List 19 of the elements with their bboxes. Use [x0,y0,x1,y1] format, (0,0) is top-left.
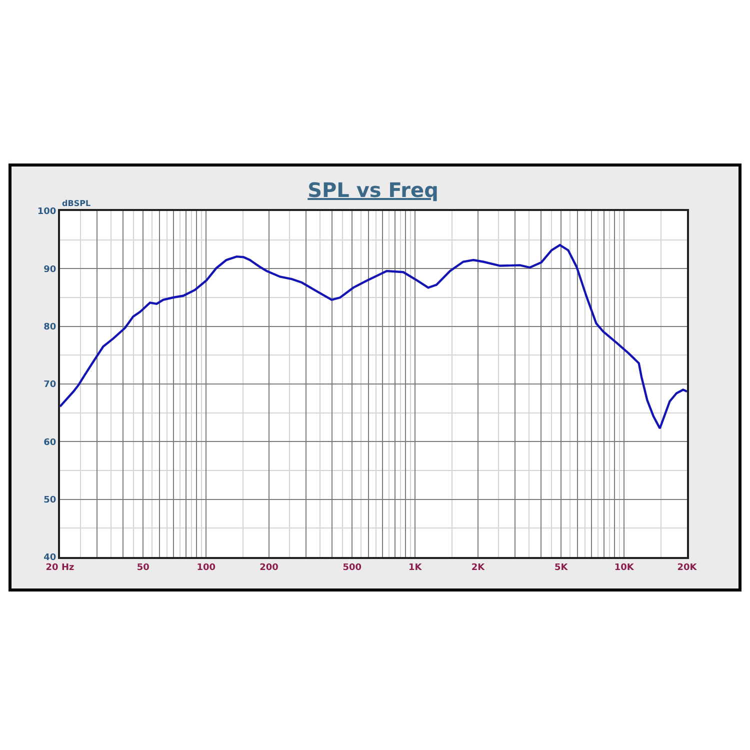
x-tick-label: 20K [677,562,698,573]
y-tick-label: 50 [44,495,56,506]
y-tick-label: 60 [44,438,56,448]
x-tick-label: 50 [136,562,150,573]
x-tick-label: 1K [408,562,423,573]
x-tick-label: 10K [614,562,635,573]
y-axis-title: dBSPL [62,199,91,208]
y-tick-label: 70 [44,380,56,390]
x-tick-label: 100 [196,562,216,573]
chart-title: SPL vs Freq [308,178,438,202]
x-tick-label: 2K [471,562,486,573]
x-tick-label: 200 [260,562,278,573]
y-tick-label: 100 [37,207,56,218]
y-tick-label: 90 [44,264,56,275]
y-tick-label: 40 [44,553,56,564]
x-tick-label: 500 [342,562,362,573]
x-tick-label: 5K [554,562,569,573]
y-tick-label: 80 [44,322,56,332]
x-tick-label: 20 Hz [46,562,74,573]
